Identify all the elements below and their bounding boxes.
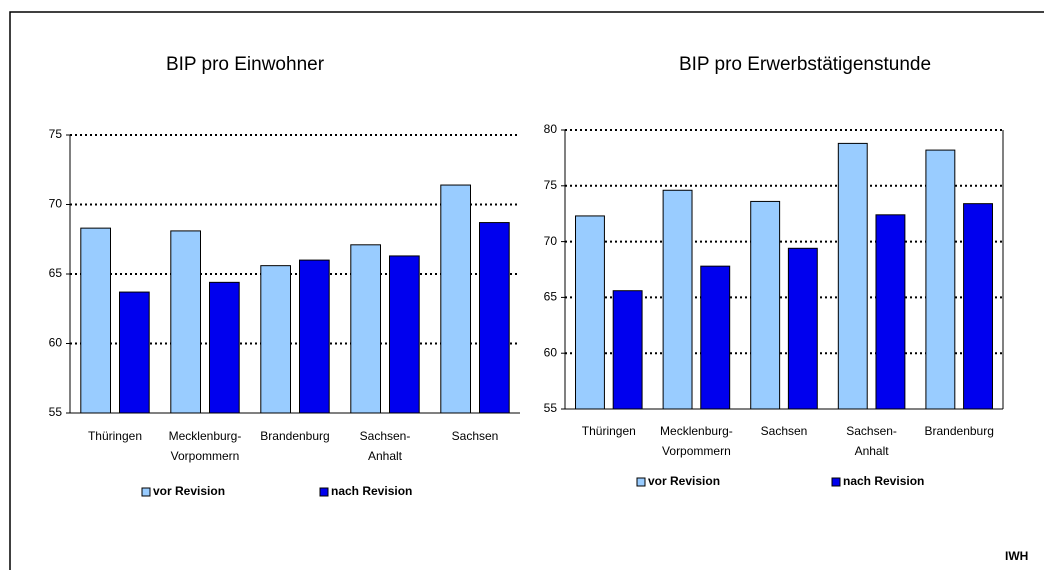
x-tick-label: Thüringen [582, 424, 636, 438]
source: IWH [1005, 549, 1028, 563]
bar [350, 244, 381, 414]
y-tick-label: 75 [544, 178, 558, 192]
y-tick-label: 65 [544, 290, 558, 304]
frame [9, 11, 1044, 570]
chart-title: BIP pro Erwerbstätigenstunde [679, 54, 931, 75]
legend-label: nach Revision [331, 484, 412, 498]
bar [612, 290, 643, 410]
y-tick-label: 65 [49, 266, 63, 280]
y-tick-label: 70 [49, 197, 63, 211]
bar [875, 214, 906, 410]
legend-label: vor Revision [153, 484, 225, 498]
bar [119, 291, 150, 414]
legend-swatch [636, 477, 646, 487]
bar [963, 203, 993, 410]
x-tick-label: Sachsen-Anhalt [360, 429, 411, 463]
bar [260, 265, 291, 414]
y-tick-label: 60 [544, 345, 558, 359]
bar [170, 230, 202, 414]
bar [925, 149, 956, 410]
bar [787, 247, 818, 410]
y-tick-label: 55 [544, 401, 558, 415]
bar [440, 184, 471, 414]
bar [209, 281, 240, 414]
bar [575, 215, 605, 410]
legend-label: nach Revision [843, 474, 924, 488]
x-tick-label: Mecklenburg-Vorpommern [660, 424, 733, 458]
x-tick-label: Sachsen-Anhalt [846, 424, 897, 458]
y-tick-label: 75 [49, 127, 63, 141]
bar [662, 189, 693, 410]
legend-swatch [319, 487, 329, 497]
x-tick-label: Brandenburg [260, 429, 329, 443]
legend-swatch [141, 487, 151, 497]
y-tick-label: 80 [544, 122, 558, 136]
bar [479, 222, 510, 414]
bar [837, 142, 868, 410]
y-tick-label: 55 [49, 405, 63, 419]
bar [389, 255, 420, 414]
bar [700, 265, 731, 410]
bar [80, 227, 112, 414]
y-tick-label: 60 [49, 336, 63, 350]
legend-swatch [831, 477, 841, 487]
chart-title: BIP pro Einwohner [166, 54, 325, 75]
x-tick-label: Brandenburg [925, 424, 994, 438]
x-tick-label: Sachsen [761, 424, 808, 438]
bar [299, 259, 330, 414]
y-tick-label: 70 [544, 234, 558, 248]
legend-label: vor Revision [648, 474, 720, 488]
x-tick-label: Thüringen [88, 429, 142, 443]
x-tick-label: Mecklenburg-Vorpommern [169, 429, 242, 463]
bar [750, 200, 781, 410]
x-tick-label: Sachsen [452, 429, 499, 443]
